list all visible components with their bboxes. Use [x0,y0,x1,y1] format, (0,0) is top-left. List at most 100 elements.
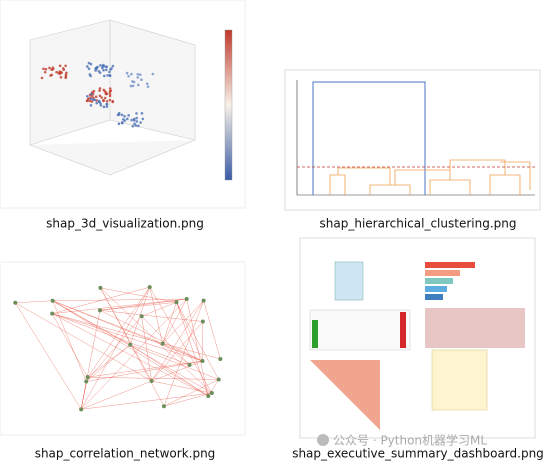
dot [104,92,108,96]
dot [94,69,97,72]
edge [52,298,187,314]
dot [130,118,133,122]
watermark-icon [317,434,329,446]
dot [102,68,105,72]
watermark: 公众号 · Python机器学习ML [333,433,487,448]
file-name: shap_executive_summary_dashboard.png [292,447,544,461]
hist-decor [400,312,406,348]
edge [52,298,187,302]
dot [43,70,47,74]
thumb-frame [284,69,541,211]
bar-decor [425,262,475,268]
edge [52,313,221,360]
axes-box [29,19,196,176]
dot [96,65,99,69]
dot [103,96,107,100]
dot [85,65,89,68]
thumbnail[interactable] [299,237,536,439]
dot [94,67,97,70]
edge [162,298,187,344]
dot [98,87,102,90]
dot [99,102,102,105]
node [147,285,152,290]
node [201,298,206,303]
dot [108,74,112,78]
edge [81,392,212,410]
edge [99,302,177,311]
dot [129,84,133,88]
file-name: shap_3d_visualization.png [46,217,204,231]
dot [48,66,51,70]
edge [100,287,177,303]
dot [88,99,92,103]
edge [176,302,209,397]
node [84,379,89,384]
edge [87,376,219,380]
corr-triangle [310,360,380,430]
dot [139,121,142,124]
edge [203,300,221,360]
edge [176,302,219,380]
edge [51,313,88,378]
dot [62,68,66,71]
thumb-frame [0,261,246,436]
dot [108,87,112,90]
edge [52,300,87,382]
file-name: shap_hierarchical_clustering.png [320,217,517,231]
edge [151,380,212,394]
dot [97,70,101,73]
edge [81,380,152,410]
dot [105,99,109,103]
node [206,393,211,398]
dot [151,72,155,76]
thumbnail[interactable] [284,69,541,211]
dot [111,64,115,68]
dot [105,102,109,106]
dot [110,67,113,70]
info-box [334,261,364,301]
edge [52,300,163,344]
dot [146,85,150,88]
node [139,314,144,319]
node [85,375,90,380]
edge [100,287,165,407]
dot [126,117,129,121]
summary-box [431,349,488,411]
dot [40,76,44,80]
dot [104,68,108,72]
edge [52,313,209,397]
dot [87,61,91,65]
thumbnail[interactable] [0,0,246,209]
edge [87,287,150,378]
edge [86,316,142,382]
node [184,297,189,302]
dot [102,98,105,102]
edge [163,379,219,407]
edge [100,287,213,394]
dot [135,120,139,123]
dot [99,104,103,107]
dot [137,83,140,87]
dot [122,118,125,121]
dot [44,67,48,71]
network-decor [13,285,223,412]
node [187,362,192,367]
thumbnail[interactable] [0,261,246,436]
dot [137,124,140,128]
colorbar [224,29,233,181]
node [50,298,55,303]
edge [151,321,204,382]
dot [136,76,140,79]
edge [176,302,203,362]
dot [123,115,126,118]
dot [106,73,109,77]
dot [57,71,61,75]
dendro-branch [312,81,426,195]
node [79,407,84,412]
dot [90,92,93,96]
dot [92,98,95,102]
edge [87,360,203,378]
dot [108,98,112,102]
dot [131,124,135,128]
